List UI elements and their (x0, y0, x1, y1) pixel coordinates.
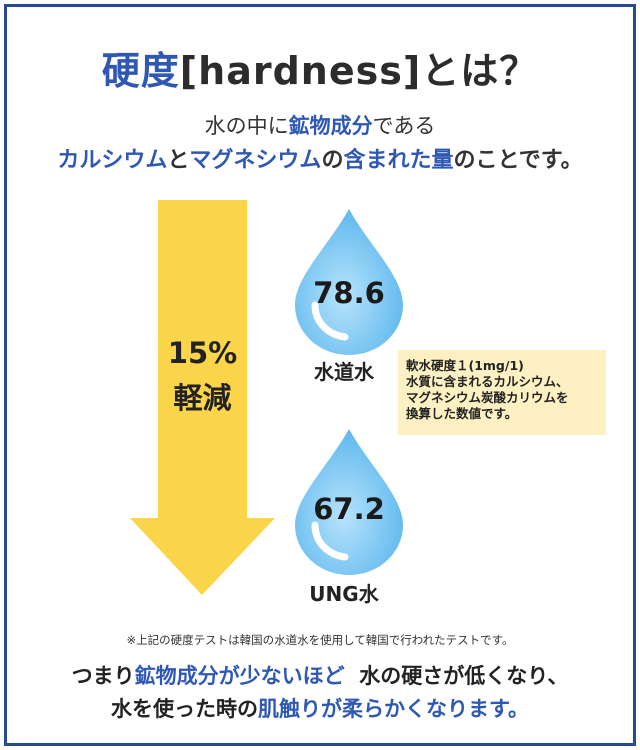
conclusion-text: 水の硬さが低くなり、 (359, 664, 569, 688)
test-footnote: ※上記の硬度テストは韓国の水道水を使用して韓国で行われたテストです。 (126, 633, 514, 647)
note-line: 換算した数値です。 (406, 406, 518, 421)
note-line: 軟水硬度１(1mg/1) (406, 358, 524, 373)
intro-text: のことです。 (453, 148, 583, 173)
intro-highlight-magnesium: マグネシウム (189, 148, 322, 173)
intro-text: である (372, 114, 436, 138)
intro-text: 水の中に (204, 114, 289, 138)
hardness-definition-note: 軟水硬度１(1mg/1) 水質に含まれるカルシウム、 マグネシウム炭酸カリウムを… (398, 350, 606, 435)
note-line: 水質に含まれるカルシウム、 (406, 374, 569, 389)
water-drop-icon (295, 209, 403, 355)
arrow-shape (130, 200, 275, 595)
ung-water-hardness-value: 67.2 (313, 492, 385, 526)
conclusion-text: つまり (71, 664, 135, 688)
tap-water-hardness-value: 78.6 (313, 276, 385, 310)
conclusion-highlight: 肌触りが柔らかくなります。 (258, 697, 529, 721)
intro-text: の (321, 148, 344, 173)
note-line: マグネシウム炭酸カリウムを (406, 390, 569, 405)
reduction-label: 軽減 (173, 381, 232, 415)
intro-highlight-amount: 含まれた量 (343, 148, 454, 173)
conclusion-highlight: 鉱物成分が少ないほど (134, 664, 345, 688)
title-hardness-en: [hardness] (179, 49, 422, 93)
tap-water-label: 水道水 (314, 360, 374, 384)
water-drop-icon (295, 429, 403, 575)
page-title: 硬度[hardness]とは？ (0, 40, 640, 95)
intro-line-2: カルシウムとマグネシウムの含まれた量のことです。 (0, 142, 640, 174)
intro-highlight-mineral: 鉱物成分 (288, 114, 373, 138)
ung-water-label: UNG水 (309, 582, 379, 606)
conclusion-line-1: つまり鉱物成分が少ないほど 水の硬さが低くなり、 (0, 660, 640, 690)
reduction-percent: 15% (167, 336, 238, 370)
title-hardness-kanji: 硬度 (101, 49, 180, 93)
intro-highlight-calcium: カルシウム (57, 148, 168, 173)
title-question: とは？ (421, 49, 539, 93)
intro-text: と (167, 148, 190, 173)
conclusion-text: 水を使った時の (111, 697, 259, 721)
conclusion-line-2: 水を使った時の肌触りが柔らかくなります。 (0, 693, 640, 723)
intro-line-1: 水の中に鉱物成分である (0, 110, 640, 140)
reduction-arrow (130, 200, 275, 595)
